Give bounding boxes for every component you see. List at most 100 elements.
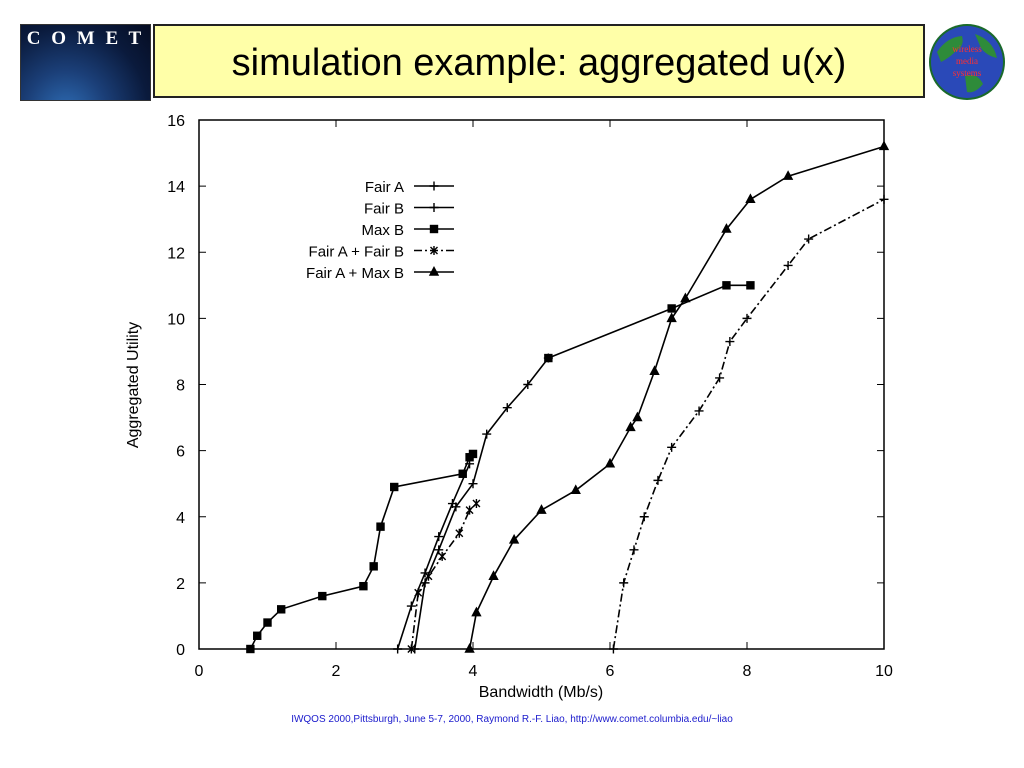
series-3-point (472, 499, 481, 509)
y-tick-label: 2 (176, 576, 185, 593)
series-line-6 (612, 198, 885, 650)
series-4-point (666, 312, 677, 323)
series-6-point (879, 194, 889, 204)
series-6-point (804, 234, 814, 244)
series-6-point (629, 545, 639, 555)
legend-label: Fair A + Max B (306, 265, 404, 282)
series-5-point (746, 281, 755, 290)
series-6-point (639, 512, 649, 522)
series-2-point (369, 562, 378, 571)
series-2-point (277, 605, 286, 614)
series-line-1 (414, 357, 550, 650)
series-0-point (393, 644, 403, 654)
series-line-4 (468, 145, 885, 650)
series-5-point (667, 304, 676, 313)
series-2-point (390, 482, 399, 492)
series-4-point (878, 140, 890, 151)
series-6-point (667, 442, 677, 452)
series-4-point (782, 170, 794, 180)
comet-logo-text: C O M E T (26, 28, 145, 49)
title-banner: simulation example: aggregated u(x) (153, 24, 925, 98)
series-1-point (434, 545, 444, 555)
page-title: simulation example: aggregated u(x) (231, 42, 847, 84)
legend-label: Max B (361, 222, 404, 239)
series-6-point (619, 578, 629, 588)
series-1-point (451, 502, 461, 512)
series-6-point (608, 644, 618, 654)
svg-text:media: media (956, 56, 978, 66)
series-line-5 (548, 284, 751, 359)
series-line-2 (249, 453, 474, 650)
series-1-point (502, 403, 512, 413)
series-4-point (632, 411, 643, 422)
legend-marker (429, 181, 439, 191)
series-6-point (694, 406, 704, 416)
y-tick-label: 16 (167, 113, 185, 130)
series-2-point (458, 469, 467, 478)
y-tick-label: 8 (176, 378, 185, 395)
legend-marker (429, 224, 439, 234)
series-3-point (407, 644, 416, 654)
series-2-point (468, 449, 478, 459)
series-4-point (649, 365, 660, 375)
series-0-point (406, 601, 416, 611)
series-4-point (508, 533, 520, 544)
series-6-point (653, 475, 663, 485)
series-1-point (468, 479, 478, 489)
series-3-point (438, 551, 447, 561)
series-1-point (523, 380, 533, 389)
series-5-point (722, 281, 731, 290)
series-2-point (246, 644, 255, 654)
x-tick-label: 10 (875, 663, 893, 680)
legend-label: Fair B (364, 201, 404, 218)
series-3-point (424, 571, 433, 581)
legend-marker (429, 203, 439, 212)
x-tick-label: 2 (332, 663, 341, 680)
series-6-point (725, 337, 735, 347)
series-line-0 (396, 463, 471, 650)
x-tick-label: 0 (195, 663, 204, 680)
y-tick-label: 6 (176, 444, 185, 461)
series-1-point (482, 429, 492, 439)
svg-text:wireless: wireless (952, 44, 982, 54)
series-6-point (715, 373, 725, 383)
series-4-point (721, 223, 732, 233)
plot-frame (198, 119, 885, 650)
legend-label: Fair A (365, 179, 404, 196)
series-3-point (455, 528, 464, 538)
series-4-point (604, 457, 616, 468)
series-4-point (680, 292, 691, 303)
x-tick-label: 6 (606, 663, 615, 680)
legend-marker (430, 246, 438, 255)
y-tick-label: 4 (176, 510, 185, 527)
y-tick-label: 12 (167, 245, 185, 262)
legend-marker (428, 266, 440, 276)
comet-logo: C O M E T (20, 24, 151, 101)
series-4-point (488, 570, 499, 580)
series-3-point (414, 588, 423, 598)
footer-citation: IWQOS 2000,Pittsburgh, June 5-7, 2000, R… (291, 714, 733, 725)
series-1-point (420, 578, 430, 588)
x-axis-label: Bandwidth (Mb/s) (479, 684, 604, 701)
svg-text:systems: systems (953, 68, 982, 78)
series-3-point (465, 505, 474, 515)
legend-label: Fair A + Fair B (309, 244, 404, 261)
series-2-point (318, 591, 327, 601)
series-6-point (783, 260, 793, 270)
series-2-point (263, 618, 272, 627)
series-4-point (536, 504, 547, 514)
series-4-point (570, 484, 581, 494)
y-tick-label: 10 (167, 311, 185, 328)
series-4-point (464, 643, 475, 653)
x-tick-label: 8 (743, 663, 752, 680)
aggregated-utility-chart: 0 2 4 6 8 10 0 2 4 6 8 10 12 14 16 Fair A Fair B Max B Fa… (125, 113, 893, 701)
series-4-point (745, 193, 756, 204)
y-axis-label: Aggregated Utility (125, 322, 142, 448)
series-2-point (253, 631, 262, 640)
series-2-point (359, 581, 368, 591)
series-5-point (544, 353, 553, 363)
y-tick-label: 0 (176, 642, 185, 659)
series-4-point (471, 606, 482, 617)
series-0-point (434, 532, 444, 542)
wireless-media-systems-globe-logo: wireless media systems (929, 24, 1005, 100)
